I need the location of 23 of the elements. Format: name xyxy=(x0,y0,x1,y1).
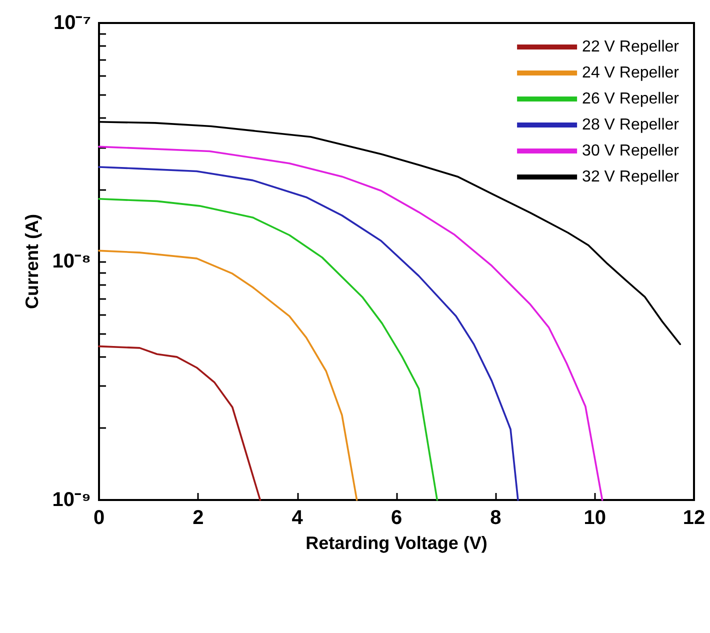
legend-label: 26 V Repeller xyxy=(582,90,680,108)
x-tick-label: 12 xyxy=(682,507,706,529)
x-tick-label: 0 xyxy=(93,507,105,529)
legend-label: 32 V Repeller xyxy=(582,168,680,186)
y-tick-label: 10⁻⁹ xyxy=(52,489,91,511)
y-tick-label: 10⁻⁷ xyxy=(54,12,91,34)
y-tick-label: 10⁻⁸ xyxy=(52,250,91,272)
line-series xyxy=(98,345,262,501)
legend-label: 30 V Repeller xyxy=(582,142,680,160)
x-tick-label: 4 xyxy=(292,507,304,529)
legend-label: 28 V Repeller xyxy=(582,116,680,134)
line-series xyxy=(98,146,604,501)
x-tick-label: 10 xyxy=(584,507,606,529)
legend-label: 22 V Repeller xyxy=(582,38,680,56)
x-tick-label: 8 xyxy=(490,507,502,529)
line-series xyxy=(98,250,358,501)
x-tick-label: 6 xyxy=(390,507,402,529)
x-tick-label: 2 xyxy=(192,507,204,529)
line-series xyxy=(98,166,519,501)
y-axis-title: Current (A) xyxy=(22,214,42,309)
line-series xyxy=(98,198,438,501)
legend-label: 24 V Repeller xyxy=(582,64,680,82)
x-axis-title: Retarding Voltage (V) xyxy=(306,533,488,553)
